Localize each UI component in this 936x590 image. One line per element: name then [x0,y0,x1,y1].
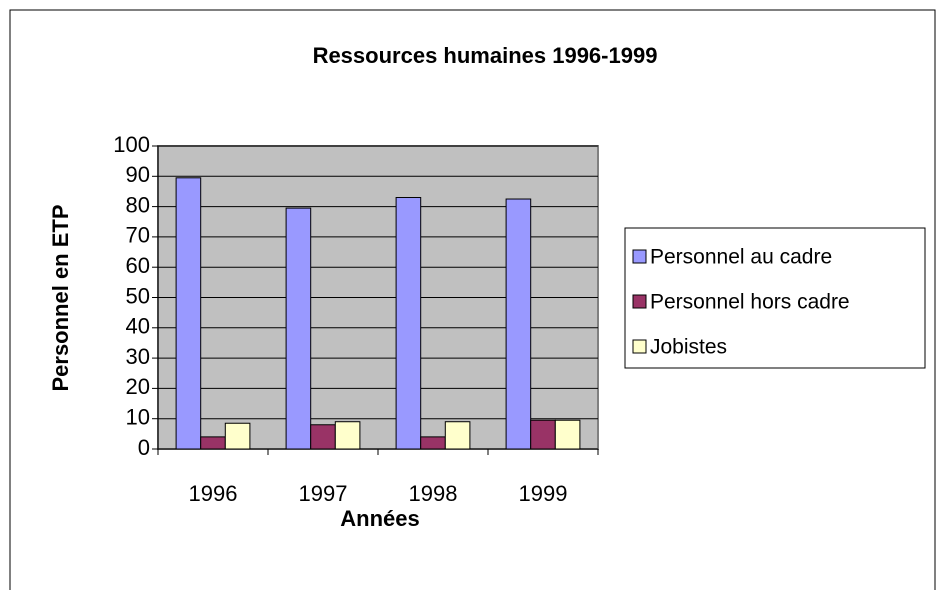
bar [395,197,422,450]
bar [530,419,556,450]
y-tick-label: 50 [126,283,150,308]
bar [285,207,312,450]
y-tick-label: 20 [126,374,150,399]
bar [224,422,251,450]
y-tick-label: 100 [113,132,150,157]
y-tick-label: 70 [126,223,150,248]
y-tick-label: 30 [126,344,150,369]
legend-label: Personnel au cadre [650,246,832,269]
y-tick-label: 10 [126,405,150,430]
bar [505,198,532,450]
bar [334,421,361,450]
y-tick-label: 0 [138,435,150,460]
legend-swatch [632,339,647,354]
y-tick-label: 60 [126,253,150,278]
y-tick-label: 40 [126,314,150,339]
y-tick-label: 80 [126,192,150,217]
legend-label: Personnel hors cadre [650,291,850,314]
x-axis-label: Années [340,506,419,531]
legend-box [624,227,926,369]
legend-swatch [632,249,647,264]
y-axis-label: Personnel en ETP [48,204,73,391]
bar [310,424,336,450]
x-tick-label: 1996 [189,481,238,506]
x-tick-label: 1999 [519,481,568,506]
chart-title: Ressources humaines 1996-1999 [313,43,658,68]
bar [200,436,226,450]
bar [444,421,471,450]
bar [175,177,202,450]
y-tick-label: 90 [126,162,150,187]
bar [554,419,581,450]
x-tick-label: 1997 [299,481,348,506]
bar [420,436,446,450]
legend-label: Jobistes [650,336,727,359]
x-tick-label: 1998 [409,481,458,506]
legend-swatch [632,294,647,309]
